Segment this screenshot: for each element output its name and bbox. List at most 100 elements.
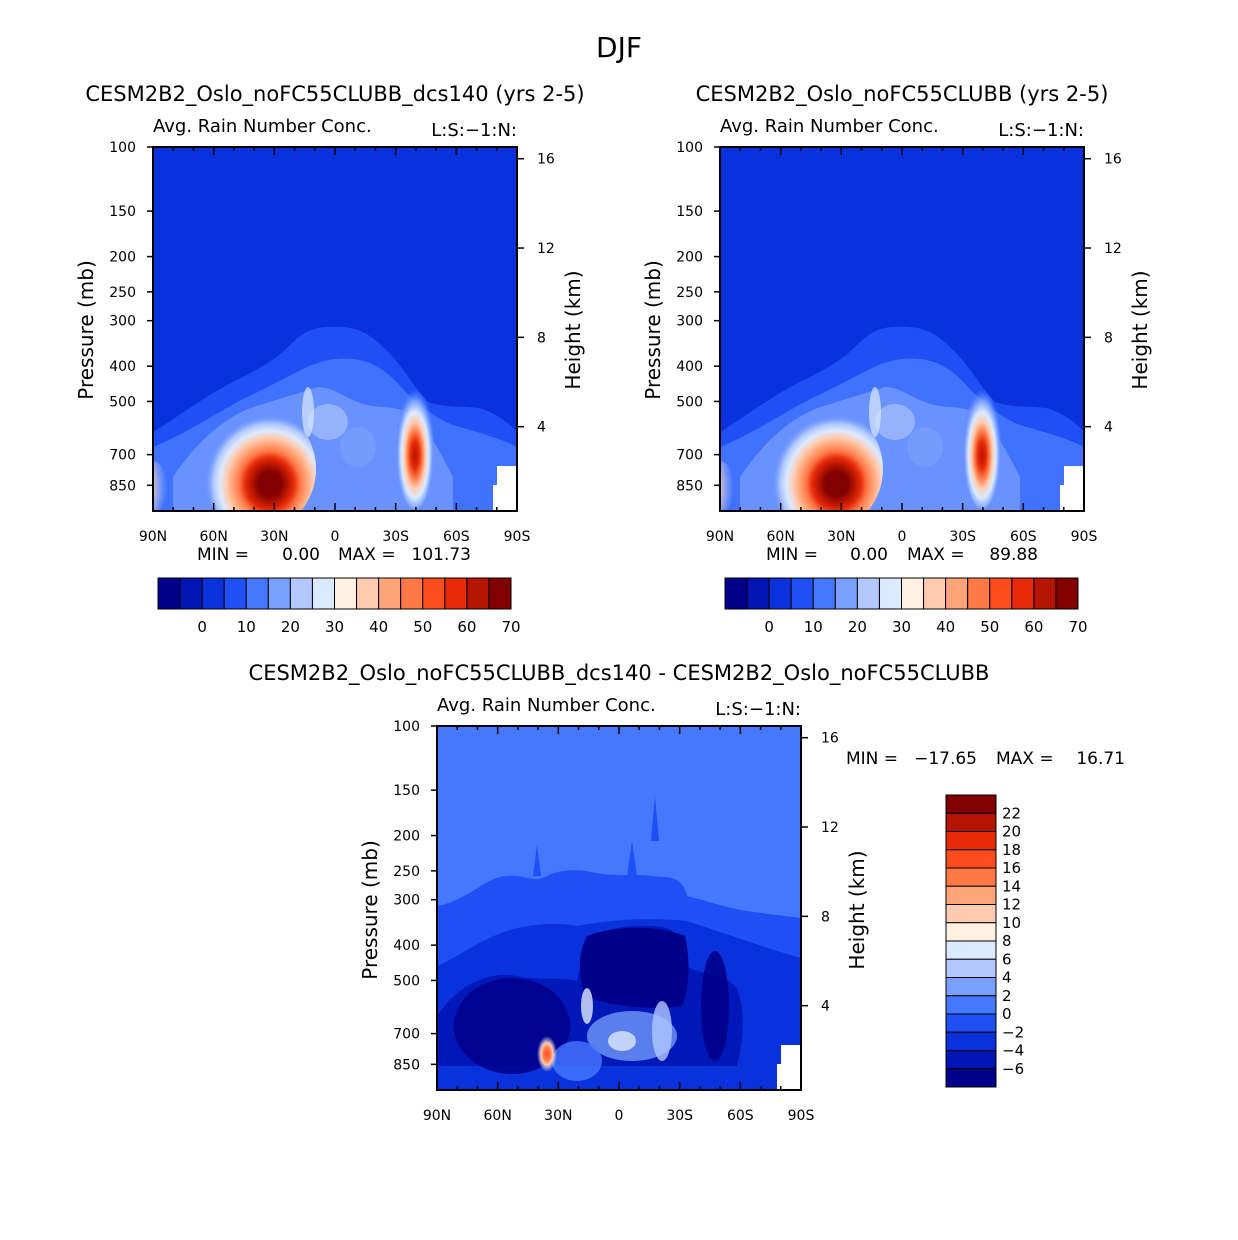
y-tick-label: 100 — [109, 140, 136, 156]
colorbar-label: 12 — [1002, 896, 1021, 914]
panel-left-units: L:S:−1:N: — [431, 120, 517, 141]
panel-left-min-label: MIN = — [197, 545, 249, 565]
colorbar-label: 50 — [980, 618, 999, 636]
panel-right-ylabel: Pressure (mb) — [641, 260, 665, 400]
y-tick-label: 850 — [676, 478, 703, 494]
x-tick-label: 60N — [767, 529, 795, 545]
panel-right-min-value: 0.00 — [850, 545, 888, 565]
panel-diff-min-value: −17.65 — [914, 749, 977, 769]
panel-left-max-value: 101.73 — [412, 545, 471, 565]
colorbar-label: 0 — [764, 618, 774, 636]
colorbar-swatch — [245, 577, 269, 610]
y-tick-label: 200 — [109, 250, 136, 266]
colorbar-swatch — [945, 867, 997, 887]
y-tick-label: 250 — [109, 285, 136, 301]
colorbar-swatch — [444, 577, 468, 610]
colorbar-label: 50 — [413, 618, 432, 636]
colorbar-swatch — [790, 577, 814, 610]
x-tick-label: 60N — [484, 1108, 512, 1124]
colorbar-swatch — [201, 577, 225, 610]
x-tick-label: 30S — [949, 529, 976, 545]
panel-left-min-value: 0.00 — [282, 545, 320, 565]
panel-left-y-axis: 100 150 200 250 300 400 500 700 850 — [109, 140, 153, 494]
y-tick-label: 400 — [393, 938, 420, 954]
y-tick-label: 150 — [393, 783, 420, 799]
y-tick-label: 700 — [393, 1027, 420, 1043]
colorbar-swatch — [945, 904, 997, 924]
colorbar-swatch — [311, 577, 335, 610]
colorbar-swatch — [466, 577, 490, 610]
y2-tick-label: 16 — [821, 731, 839, 747]
panel-diff-y2-axis: 16 12 8 4 — [801, 731, 839, 1015]
y2-tick-label: 16 — [537, 152, 555, 168]
colorbar-swatch — [945, 794, 997, 814]
panel-diff-title: CESM2B2_Oslo_noFC55CLUBB_dcs140 - CESM2B… — [249, 661, 990, 686]
colorbar-swatch — [157, 577, 181, 610]
x-tick-label: 90S — [504, 529, 531, 545]
colorbar-swatch — [945, 940, 997, 960]
y2-tick-label: 8 — [821, 909, 830, 925]
x-tick-label: 0 — [331, 529, 340, 545]
x-tick-label: 0 — [615, 1108, 624, 1124]
colorbar-swatch — [1011, 577, 1035, 610]
colorbar-label: 20 — [281, 618, 300, 636]
colorbar-label: 40 — [369, 618, 388, 636]
panel-diff-field — [437, 726, 801, 1090]
y-tick-label: 300 — [676, 314, 703, 330]
colorbar-label: 16 — [1002, 859, 1021, 877]
colorbar-swatch — [746, 577, 770, 610]
y2-tick-label: 12 — [821, 820, 839, 836]
y-tick-label: 150 — [109, 204, 136, 220]
y-tick-label: 100 — [393, 719, 420, 735]
colorbar-swatch — [289, 577, 313, 610]
colorbar-swatch — [945, 1068, 997, 1088]
panel-right-y2-axis: 16 12 8 4 — [1084, 152, 1122, 436]
colorbar-label: 30 — [892, 618, 911, 636]
colorbar-swatch — [1033, 577, 1057, 610]
colorbar-swatch — [945, 958, 997, 978]
panel-right-y-axis: 100 150 200 250 300 400 500 700 850 — [676, 140, 720, 494]
y2-tick-label: 4 — [1104, 420, 1113, 436]
panel-diff-units: L:S:−1:N: — [715, 699, 801, 720]
panel-left-title: CESM2B2_Oslo_noFC55CLUBB_dcs140 (yrs 2-5… — [85, 82, 584, 107]
colorbar-swatch — [945, 977, 997, 997]
colorbar-label: 0 — [1002, 1005, 1012, 1023]
colorbar-label: 20 — [848, 618, 867, 636]
y2-tick-label: 12 — [537, 241, 555, 257]
panel-right-colorbar: 0 10 20 30 40 50 60 70 — [724, 577, 1088, 636]
panel-right-subtitle: Avg. Rain Number Conc. — [720, 116, 939, 137]
colorbar-label: −6 — [1002, 1060, 1024, 1078]
colorbar-swatch — [945, 995, 997, 1015]
panel-diff-max-label: MAX = — [996, 749, 1054, 769]
panel-left-colorbar: 0 10 20 30 40 50 60 70 — [157, 577, 521, 636]
panel-diff-y-axis: 100 150 200 250 300 400 500 700 850 — [393, 719, 437, 1073]
panel-right-max-value: 89.88 — [989, 545, 1038, 565]
colorbar-swatch — [378, 577, 402, 610]
y-tick-label: 250 — [393, 864, 420, 880]
colorbar-swatch — [945, 1013, 997, 1033]
x-tick-label: 30N — [260, 529, 288, 545]
panel-left-y2label: Height (km) — [561, 270, 585, 389]
panel-left-max-label: MAX = — [338, 545, 396, 565]
colorbar-label: 20 — [1002, 823, 1021, 841]
panel-left-x-axis: 90N 60N 30N 0 30S 60S 90S — [139, 147, 531, 545]
y2-tick-label: 4 — [537, 420, 546, 436]
panel-right-x-axis: 90N 60N 30N 0 30S 60S 90S — [706, 147, 1097, 545]
colorbar-swatch — [768, 577, 792, 610]
y-tick-label: 700 — [676, 448, 703, 464]
y-tick-label: 400 — [109, 359, 136, 375]
panel-right-units: L:S:−1:N: — [998, 120, 1084, 141]
colorbar-label: 2 — [1002, 987, 1012, 1005]
colorbar-label: 60 — [457, 618, 476, 636]
colorbar-swatch — [967, 577, 991, 610]
colorbar-swatch — [1055, 577, 1079, 610]
colorbar-label: 6 — [1002, 950, 1012, 968]
y-tick-label: 300 — [393, 893, 420, 909]
y-tick-label: 200 — [393, 829, 420, 845]
colorbar-swatch — [945, 831, 997, 851]
page-title: DJF — [596, 31, 642, 64]
y2-tick-label: 8 — [1104, 330, 1113, 346]
colorbar-label: 18 — [1002, 841, 1021, 859]
